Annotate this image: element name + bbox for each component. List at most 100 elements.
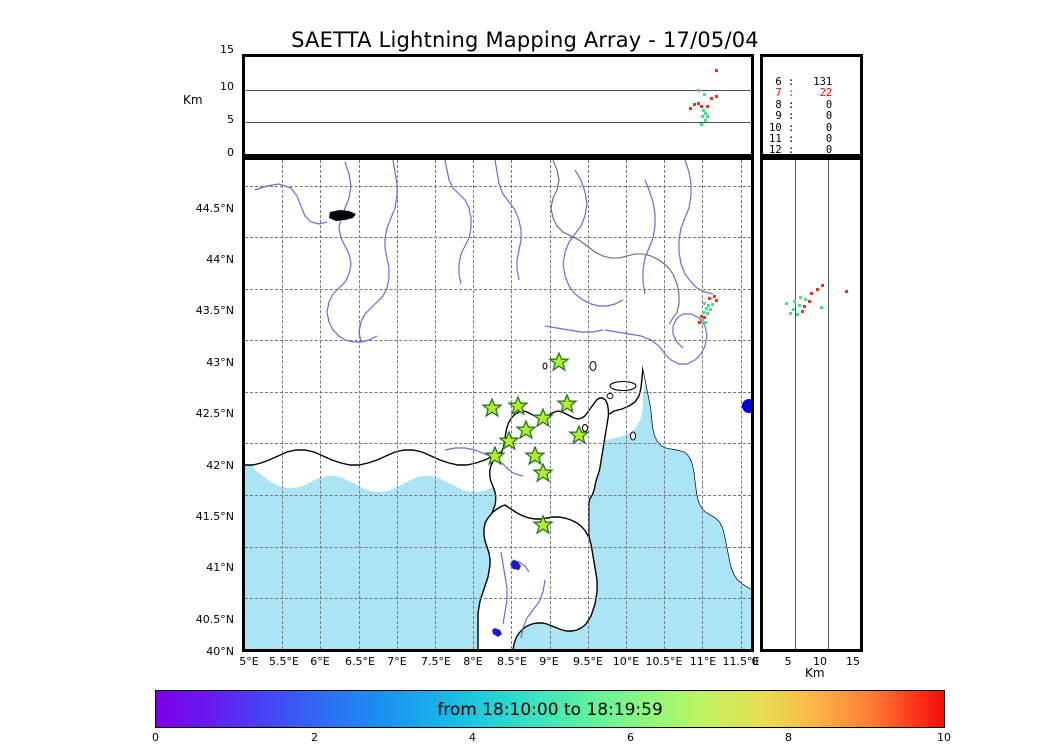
source-point <box>816 288 819 291</box>
source-point <box>801 310 804 313</box>
tick-top-0: 0 <box>227 146 234 159</box>
colorbar-tick-2: 2 <box>311 731 318 744</box>
altitude-longitude-panel <box>242 54 754 157</box>
tick-lon-5-5: 5.5°E <box>269 655 299 668</box>
source-point <box>845 290 848 293</box>
source-point <box>711 303 714 306</box>
map-graphic <box>245 160 751 649</box>
tick-lat-42-5: 42.5°N <box>195 407 234 420</box>
station-count-row: 7 : 22 <box>769 87 833 100</box>
tick-lon-7-5: 7.5°E <box>421 655 451 668</box>
source-point <box>799 296 802 299</box>
gridline-lat <box>245 288 751 290</box>
tick-lon-8-5: 8.5°E <box>497 655 527 668</box>
latitude-altitude-panel <box>760 157 863 652</box>
source-point <box>706 312 709 315</box>
gridline-lon <box>626 160 627 649</box>
gridline-lat <box>245 598 751 599</box>
source-point <box>700 315 703 318</box>
source-point <box>803 305 806 308</box>
station-count-panel: 6 : 131 7 : 22 8 : 0 9 : 0 10 : 0 11 : 0 12… <box>760 54 863 157</box>
colorbar-tick-8: 8 <box>785 731 792 744</box>
source-point <box>715 299 718 302</box>
gridline-lon <box>320 160 322 649</box>
source-point <box>703 316 706 319</box>
source-point <box>705 307 708 310</box>
gridline-lon <box>664 160 666 649</box>
source-point <box>785 302 788 305</box>
gridline-5km <box>795 160 797 649</box>
source-point <box>706 105 709 108</box>
blue-marker <box>742 399 751 413</box>
station-count-row: 11 : 0 <box>769 133 833 146</box>
source-point <box>820 306 823 309</box>
tick-lon-11-5: 11.5°E <box>722 655 760 668</box>
source-point <box>796 313 799 316</box>
source-point <box>689 107 692 110</box>
source-point <box>700 123 703 126</box>
gridline-lat <box>245 237 751 239</box>
colorbar-tick-6: 6 <box>627 731 634 744</box>
gridline-lon <box>435 160 436 649</box>
tick-lat-40: 40°N <box>206 645 234 658</box>
gridline-lon <box>702 160 704 649</box>
map-panel[interactable] <box>242 157 754 652</box>
source-point <box>804 298 807 301</box>
source-point <box>710 97 713 100</box>
tick-lat-40-5: 40.5°N <box>195 613 234 626</box>
source-point <box>798 304 801 307</box>
source-point <box>703 93 706 96</box>
gridline-lat <box>245 340 751 342</box>
station-count-row: 12 : 0 <box>769 144 833 157</box>
gridline-lat <box>245 391 751 393</box>
tick-lat-41: 41°N <box>206 561 234 574</box>
tick-top-15: 15 <box>220 43 234 56</box>
tick-lat-42: 42°N <box>206 459 234 472</box>
gridline-lon <box>473 160 475 649</box>
gridline-lat <box>245 546 751 548</box>
tick-lon-6-5: 6.5°E <box>345 655 375 668</box>
source-point <box>715 95 718 98</box>
tick-lon-7: 7°E <box>387 655 407 668</box>
station-count-row: 10 : 0 <box>769 121 833 134</box>
side-panel-axis-label: Km <box>805 666 825 680</box>
station-markers <box>481 351 590 535</box>
station-count-row: 9 : 0 <box>769 110 833 123</box>
source-point <box>702 109 705 112</box>
source-point <box>708 297 711 300</box>
tick-side-10: 10 <box>813 655 827 668</box>
gridline-lon <box>396 160 398 649</box>
tick-side-15: 15 <box>846 655 860 668</box>
tick-lat-43: 43°N <box>206 356 234 369</box>
source-point <box>709 308 712 311</box>
colorbar-tick-0: 0 <box>152 731 159 744</box>
colorbar[interactable] <box>155 690 945 728</box>
source-point <box>701 319 704 322</box>
gridline-lon <box>358 160 360 649</box>
station-count-list: 6 : 131 7 : 22 8 : 0 9 : 0 10 : 0 11 : 0 12… <box>769 76 833 157</box>
gridline-lat <box>245 494 751 496</box>
tick-lat-44: 44°N <box>206 253 234 266</box>
source-point <box>810 292 813 295</box>
source-point <box>693 103 696 106</box>
tick-side-5: 5 <box>784 655 792 668</box>
source-point <box>697 89 700 92</box>
tick-lon-9: 9°E <box>539 655 559 668</box>
gridline-5km <box>245 122 751 124</box>
source-point <box>704 112 707 115</box>
gridline-10km <box>827 160 829 649</box>
source-point <box>793 300 796 303</box>
source-point <box>808 300 811 303</box>
source-point <box>701 115 704 118</box>
station-count-row: 8 : 0 <box>769 98 833 111</box>
source-point <box>789 312 792 315</box>
gridline-lat <box>245 185 751 187</box>
source-point <box>821 284 824 287</box>
gridline-lat <box>245 443 751 445</box>
source-point <box>704 321 707 324</box>
top-panel-axis-label: Km <box>183 93 203 107</box>
colorbar-tick-10: 10 <box>937 731 951 744</box>
tick-lon-9-5: 9.5°E <box>573 655 603 668</box>
colorbar-label: from 18:10:00 to 18:19:59 <box>437 700 663 720</box>
tick-lon-10: 10°E <box>612 655 640 668</box>
